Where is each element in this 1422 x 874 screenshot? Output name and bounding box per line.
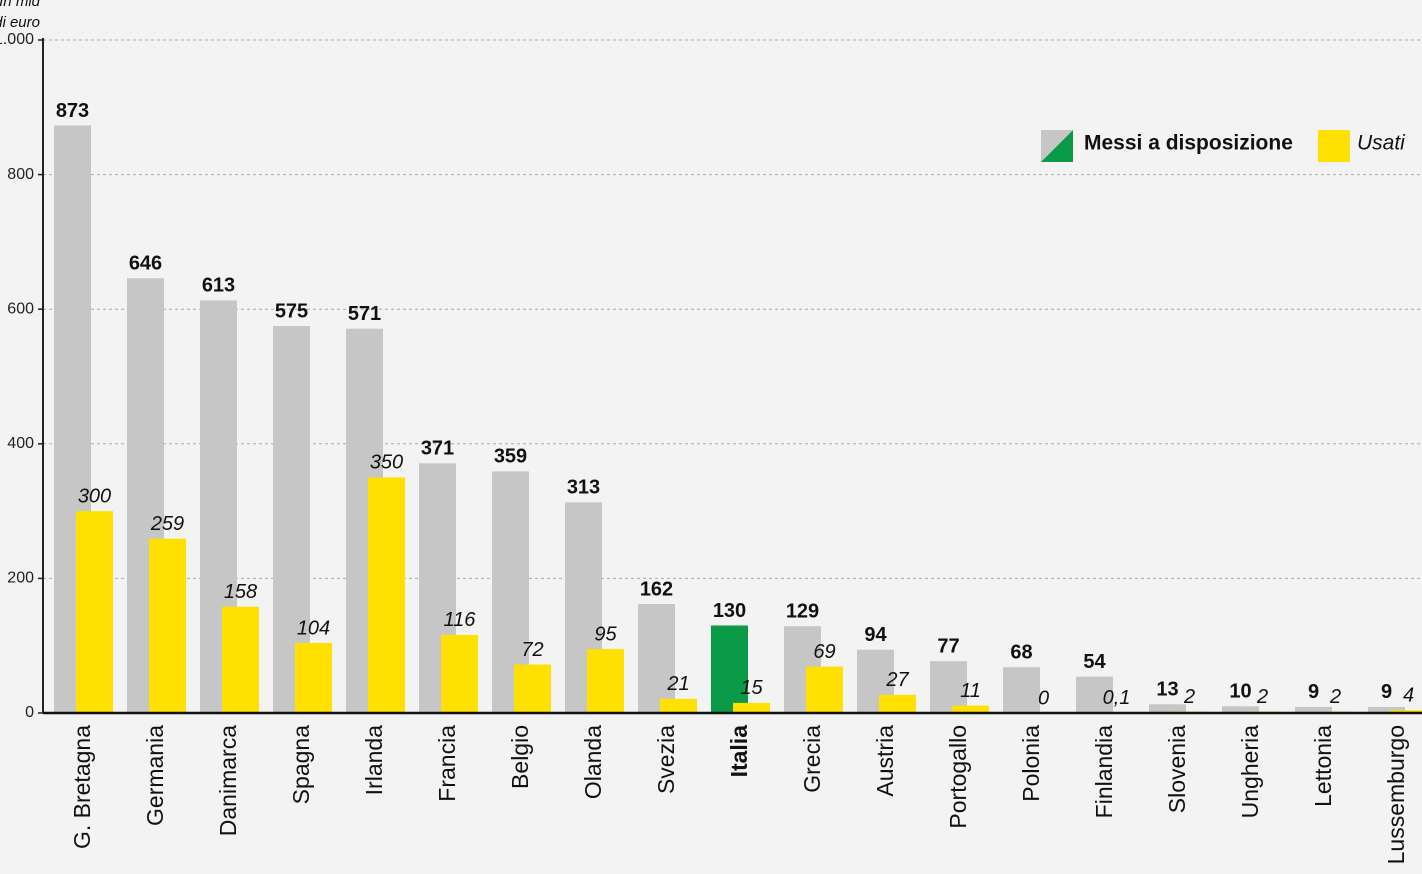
value-label: 21 (666, 673, 689, 695)
x-tick-label: Portogallo (945, 725, 971, 829)
bar (1390, 710, 1422, 713)
x-tick-label: Austria (872, 725, 898, 797)
x-tick-label: Irlanda (361, 725, 387, 796)
bar (1003, 667, 1040, 713)
value-label: 0,1 (1103, 687, 1131, 709)
bar (441, 634, 478, 713)
legend-swatch (1041, 130, 1073, 162)
value-label: 0 (1038, 687, 1049, 709)
value-label: 27 (885, 669, 909, 691)
x-tick-label: Spagna (288, 725, 314, 805)
bar (1222, 706, 1259, 713)
bar (660, 698, 697, 713)
y-tick-label: 600 (7, 300, 34, 317)
value-label: 130 (713, 600, 746, 622)
value-label: 359 (494, 446, 527, 468)
y-tick-label: 0 (25, 704, 34, 721)
bar (638, 603, 675, 713)
value-label: 11 (960, 680, 981, 702)
y-tick-label: 200 (7, 570, 34, 587)
value-label: 72 (521, 639, 543, 661)
value-label: 9 (1381, 681, 1392, 703)
x-tick-label: Ungheria (1237, 725, 1263, 819)
x-tick-label: Francia (434, 725, 460, 802)
value-label: 68 (1010, 642, 1032, 664)
bar (149, 538, 186, 713)
x-tick-label: Grecia (799, 725, 825, 793)
value-label: 613 (202, 275, 235, 297)
value-label: 2 (1183, 686, 1195, 708)
bar (952, 705, 989, 713)
bar (879, 694, 916, 713)
x-tick-label: Lettonia (1310, 725, 1336, 807)
value-label: 259 (150, 513, 184, 535)
x-tick-label: Belgio (507, 725, 533, 789)
value-label: 10 (1229, 681, 1251, 703)
bar (1368, 706, 1405, 713)
bar (295, 643, 332, 713)
y-axis-label: In mld (0, 0, 41, 10)
x-tick-label: Lussemburgo (1383, 725, 1409, 864)
bar (733, 702, 770, 713)
x-tick-label: Italia (726, 725, 752, 778)
value-label: 77 (937, 635, 959, 657)
value-label: 873 (56, 100, 89, 122)
value-label: 9 (1308, 681, 1319, 703)
x-tick-label: G. Bretagna (69, 725, 95, 849)
value-label: 2 (1329, 686, 1341, 708)
bar (76, 511, 113, 713)
value-label: 158 (224, 581, 257, 603)
value-label: 4 (1403, 685, 1414, 707)
x-tick-label: Slovenia (1164, 725, 1190, 813)
value-label: 162 (640, 578, 673, 600)
value-label: 94 (864, 624, 887, 646)
x-tick-label: Olanda (580, 725, 606, 799)
legend-label: Usati (1357, 132, 1406, 155)
value-label: 571 (348, 303, 381, 325)
value-label: 313 (567, 477, 600, 499)
bar (1076, 676, 1113, 713)
value-label: 575 (275, 300, 308, 322)
bar (930, 661, 967, 713)
legend-label: Messi a disposizione (1084, 132, 1293, 155)
x-tick-label: Svezia (653, 725, 679, 794)
bar (1149, 704, 1186, 713)
bar (806, 666, 843, 713)
value-label: 646 (129, 253, 162, 275)
y-tick-label: 400 (7, 435, 34, 452)
bar (368, 477, 405, 713)
value-label: 2 (1256, 686, 1268, 708)
legend-swatch (1318, 130, 1350, 162)
bar (222, 606, 259, 713)
y-tick-label: 1.000 (0, 31, 34, 48)
value-label: 95 (594, 623, 617, 645)
value-label: 69 (813, 641, 835, 663)
value-label: 15 (740, 677, 763, 699)
bar (587, 649, 624, 713)
value-label: 129 (786, 600, 819, 622)
x-tick-label: Polonia (1018, 725, 1044, 802)
value-label: 350 (370, 452, 403, 474)
value-label: 371 (421, 438, 454, 460)
value-label: 54 (1083, 651, 1106, 673)
bar (1295, 706, 1332, 713)
bar (711, 625, 748, 713)
y-axis-label: di euro (0, 14, 40, 31)
bar (514, 664, 551, 713)
x-tick-label: Germania (142, 725, 168, 826)
y-tick-label: 800 (7, 166, 34, 183)
value-label: 300 (78, 485, 111, 507)
x-tick-label: Finlandia (1091, 725, 1117, 819)
value-label: 13 (1156, 679, 1178, 701)
x-tick-label: Danimarca (215, 725, 241, 836)
value-label: 104 (297, 617, 330, 639)
value-label: 116 (444, 609, 477, 631)
